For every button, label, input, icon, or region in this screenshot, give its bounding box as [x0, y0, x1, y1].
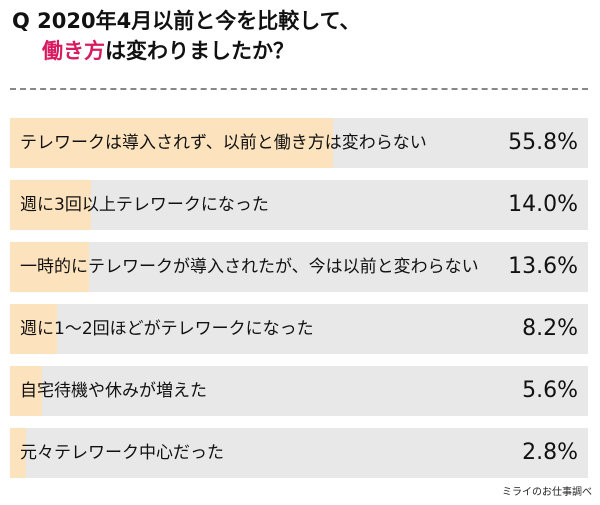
source-note: ミライのお仕事調べ — [502, 487, 592, 498]
bar-row: テレワークは導入されず、以前と働き方は変わらない 55.8% — [10, 118, 588, 168]
bar-value-label: 13.6% — [508, 254, 578, 279]
bar-value-label: 2.8% — [522, 440, 578, 465]
bar-value-label: 55.8% — [508, 130, 578, 155]
bar-label: 元々テレワーク中心だった — [20, 443, 224, 463]
bar-label: 自宅待機や休みが増えた — [20, 381, 207, 401]
bar-label: テレワークは導入されず、以前と働き方は変わらない — [20, 133, 427, 153]
bar-fill — [10, 304, 58, 354]
chart-title: Q 2020年4月以前と今を比較して、 働き方は変わりましたか？ — [12, 6, 592, 66]
bar-value-label: 8.2% — [522, 316, 578, 341]
title-line-2: 働き方は変わりましたか？ — [12, 36, 592, 66]
title-line-1: Q 2020年4月以前と今を比較して、 — [12, 9, 361, 33]
bar-value-label: 14.0% — [508, 192, 578, 217]
title-line-2-rest: は変わりましたか？ — [105, 39, 294, 63]
bar-row: 自宅待機や休みが増えた 5.6% — [10, 366, 588, 416]
bar-fill — [10, 118, 333, 168]
bar-row: 週に1〜2回ほどがテレワークになった 8.2% — [10, 304, 588, 354]
bar-fill — [10, 428, 27, 478]
bar-fill — [10, 180, 91, 230]
bar-value-label: 5.6% — [522, 378, 578, 403]
bar-label: 一時的にテレワークが導入されたが、今は以前と変わらない — [20, 257, 479, 277]
bar-label: 週に3回以上テレワークになった — [20, 195, 269, 215]
dashed-divider — [10, 88, 588, 90]
bar-fill — [10, 366, 43, 416]
bar-label: 週に1〜2回ほどがテレワークになった — [20, 319, 314, 339]
bar-fill — [10, 242, 89, 292]
title-accent: 働き方 — [42, 39, 105, 63]
bar-row: 一時的にテレワークが導入されたが、今は以前と変わらない 13.6% — [10, 242, 588, 292]
bar-row: 週に3回以上テレワークになった 14.0% — [10, 180, 588, 230]
bar-row: 元々テレワーク中心だった 2.8% — [10, 428, 588, 478]
